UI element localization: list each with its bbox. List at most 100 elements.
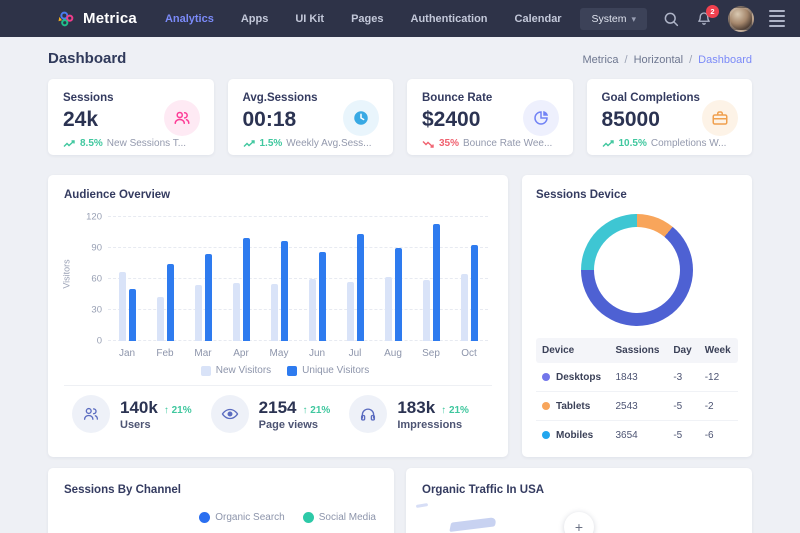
device-day: -5 xyxy=(673,429,683,441)
map-zoom-in-button[interactable]: + xyxy=(564,512,594,533)
channel-legend-social-media[interactable]: Social Media xyxy=(302,512,376,523)
x-tick-label: Sep xyxy=(422,348,440,359)
stat-delta: 21% xyxy=(302,405,330,416)
device-week: -6 xyxy=(704,429,714,441)
menu-icon[interactable] xyxy=(769,7,785,30)
y-tick-label: 120 xyxy=(86,211,102,223)
nav-item-authentication[interactable]: Authentication xyxy=(410,12,488,25)
stat-card-trend: 1.5% Weekly Avg.Sess... xyxy=(243,138,379,149)
bar-group-jun xyxy=(304,217,330,341)
bar-group-sep xyxy=(418,217,444,341)
device-day: -5 xyxy=(667,391,699,421)
stat-card-trend: 8.5% New Sessions T... xyxy=(63,138,199,149)
navbar-right: System 2 xyxy=(580,4,785,32)
organic-traffic-title: Organic Traffic In USA xyxy=(422,484,545,496)
device-day: -3 xyxy=(667,363,699,392)
legend-label: Organic Search xyxy=(215,512,285,523)
trend-up-icon xyxy=(63,139,75,147)
breadcrumb-section[interactable]: Horizontal xyxy=(633,54,684,66)
brand-name: Metrica xyxy=(83,10,137,27)
audience-plot: 0 30 60 90 120 xyxy=(86,212,488,347)
brand-logo[interactable]: Metrica xyxy=(56,9,137,29)
new-visitors-bar xyxy=(270,284,278,341)
audience-xlabels: Jan Feb Mar Apr May Jun Jul Aug Sep Oct xyxy=(108,348,488,359)
channel-legend-organic-search[interactable]: Organic Search xyxy=(199,512,285,523)
stat-delta: 21% xyxy=(164,405,192,416)
x-tick-label: Jan xyxy=(118,348,136,359)
notification-badge: 2 xyxy=(706,4,719,18)
search-icon[interactable] xyxy=(662,10,680,28)
stat-card-title: Bounce Rate xyxy=(422,92,493,104)
stat-card-title: Avg.Sessions xyxy=(242,92,318,104)
y-axis-label: Visitors xyxy=(61,259,72,289)
arrow-up-icon xyxy=(441,405,449,416)
breadcrumb-separator: / xyxy=(624,54,628,66)
trend-desc: Completions W... xyxy=(650,138,727,149)
stat-value: 140k xyxy=(120,397,158,417)
nav-item-ui-kit[interactable]: UI Kit xyxy=(295,12,325,25)
y-tick-label: 0 xyxy=(96,335,102,347)
headphones-icon xyxy=(349,395,388,433)
bar-group-oct xyxy=(456,217,482,341)
device-table-header: Sassions xyxy=(609,338,668,363)
legend-item-new-visitors[interactable]: New Visitors xyxy=(200,365,272,376)
system-dropdown[interactable]: System xyxy=(580,7,647,30)
new-visitors-bar xyxy=(384,276,392,341)
notifications-button[interactable]: 2 xyxy=(695,4,719,28)
usa-map-fragment xyxy=(449,517,497,532)
new-visitors-bar xyxy=(232,283,240,341)
briefcase-icon xyxy=(702,100,738,136)
bar-group-aug xyxy=(380,217,406,341)
trend-desc: Bounce Rate Wee... xyxy=(463,138,553,149)
nav-item-apps[interactable]: Apps xyxy=(240,12,269,25)
stat-label: Impressions xyxy=(397,418,463,431)
trend-percent: 10.5% xyxy=(618,138,647,149)
unique-visitors-bar xyxy=(128,289,136,341)
stat-card-value: 24k xyxy=(63,108,99,131)
new-visitors-bar xyxy=(346,282,354,341)
stat-card-value: 85000 xyxy=(601,108,660,131)
legend-label: New Visitors xyxy=(215,365,272,376)
nav-item-analytics[interactable]: Analytics xyxy=(164,12,214,25)
new-visitors-bar xyxy=(194,285,202,341)
bar-group-apr xyxy=(228,217,254,341)
unique-visitors-bar xyxy=(242,237,250,341)
trend-down-icon xyxy=(422,140,434,148)
nav-item-calendar[interactable]: Calendar xyxy=(514,12,562,25)
audience-stats-row: 140k 21% Users 2154 21% xyxy=(64,385,492,443)
stat-card-title: Sessions xyxy=(63,92,114,104)
user-avatar[interactable] xyxy=(728,5,754,32)
stat-card-trend: 35% Bounce Rate Wee... xyxy=(422,138,558,149)
device-dot-icon xyxy=(542,401,550,410)
unique-visitors-bar xyxy=(432,224,440,341)
stat-value: 2154 xyxy=(258,397,297,417)
chevron-down-icon xyxy=(631,13,636,25)
device-sassions: 1843 xyxy=(609,363,668,392)
new-visitors-bar xyxy=(308,279,316,341)
organic-traffic-card: Organic Traffic In USA + xyxy=(406,468,752,533)
y-tick-label: 30 xyxy=(91,304,102,316)
trend-percent: 1.5% xyxy=(259,138,283,149)
legend-item-unique-visitors[interactable]: Unique Visitors xyxy=(287,365,369,376)
x-tick-label: Mar xyxy=(194,348,212,359)
clock-icon xyxy=(343,100,379,136)
legend-swatch xyxy=(200,365,211,376)
breadcrumb-root[interactable]: Metrica xyxy=(582,54,619,66)
trend-desc: New Sessions T... xyxy=(106,138,187,149)
top-navbar: Metrica Analytics Apps UI Kit Pages Authenti… xyxy=(0,0,800,37)
bar-group-jul xyxy=(342,217,368,341)
page-title: Dashboard xyxy=(48,50,127,67)
legend-swatch xyxy=(287,365,298,376)
stat-delta: 21% xyxy=(441,405,469,416)
stat-value: 183k xyxy=(397,397,436,417)
sessions-by-channel-card: Sessions By Channel Organic Search Socia… xyxy=(48,468,394,533)
audience-overview-card: Audience Overview Visitors 0 30 60 90 120 Ja… xyxy=(48,175,508,457)
audience-bar-chart: Visitors 0 30 60 90 120 Jan Feb Mar Apr May Jun Ju… xyxy=(61,212,492,376)
stat-cards-row: Sessions 24k 8.5% New Sessions T... Avg.… xyxy=(48,79,752,155)
bar-group-mar xyxy=(190,217,216,341)
x-tick-label: Feb xyxy=(156,348,174,359)
device-sassions: 3654 xyxy=(615,429,638,441)
audience-overview-title: Audience Overview xyxy=(64,189,171,201)
nav-item-pages[interactable]: Pages xyxy=(351,12,384,25)
unique-visitors-bar xyxy=(204,254,212,341)
